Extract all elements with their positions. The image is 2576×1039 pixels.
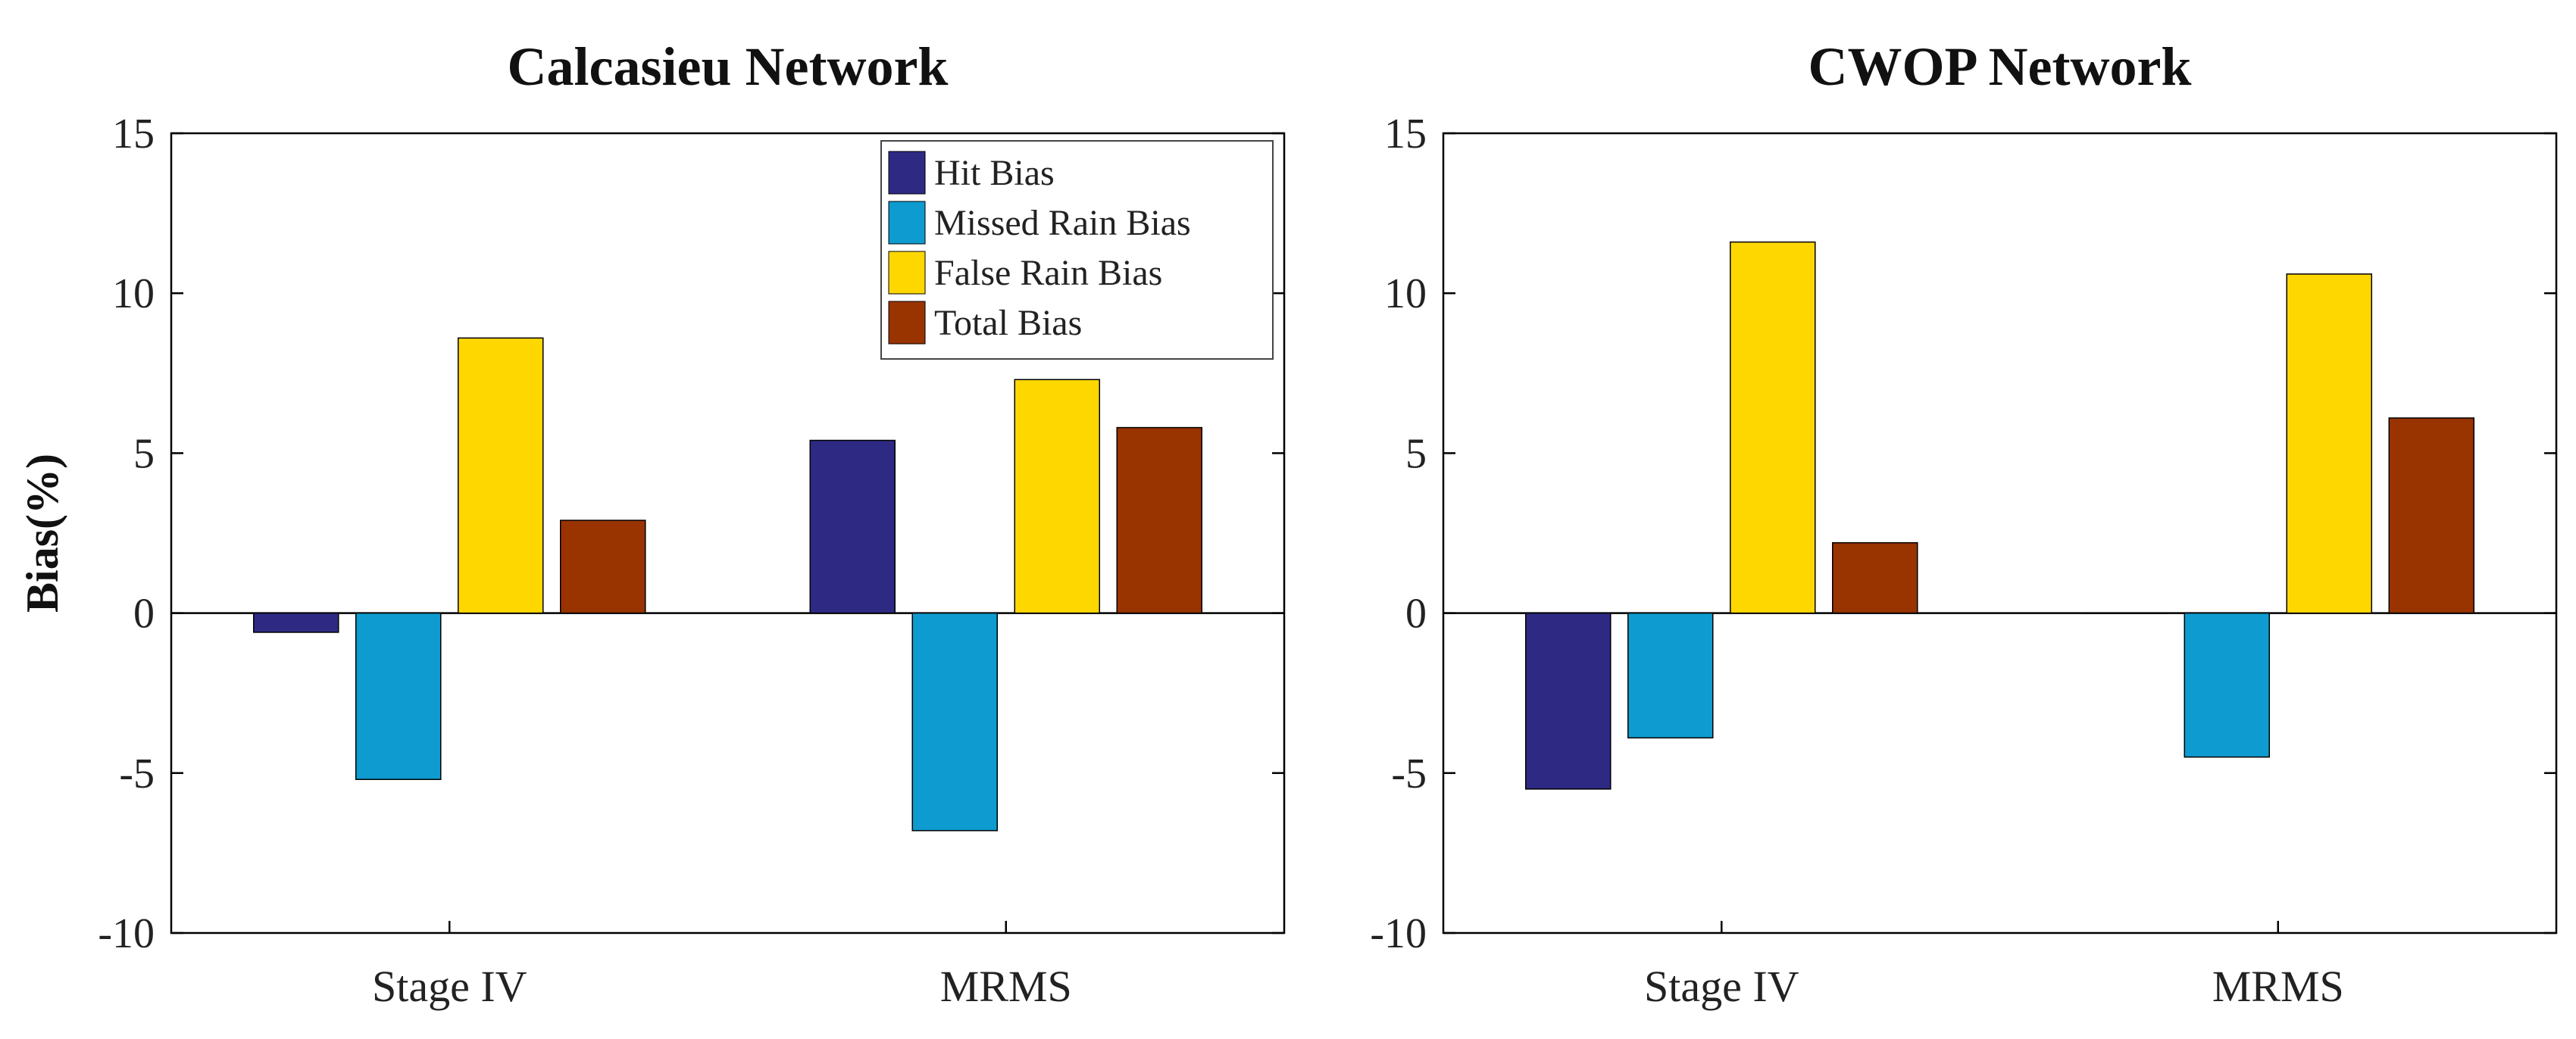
calcasieu-bar-false-1	[1014, 379, 1100, 614]
calcasieu-bar-hit-1	[809, 439, 896, 614]
cwop-ytick-label: -5	[1391, 750, 1427, 797]
calcasieu-bar-missed-1	[911, 612, 998, 832]
calcasieu-legend-label-missed: Missed Rain Bias	[934, 203, 1191, 243]
cwop-ytick-label: 0	[1405, 591, 1427, 638]
calcasieu-legend-swatch-false	[888, 251, 926, 295]
calcasieu-title: Calcasieu Network	[508, 36, 949, 97]
calcasieu-ytick-label: -10	[98, 910, 155, 957]
calcasieu-ytick-label: 15	[112, 111, 155, 158]
calcasieu-bar-false-0	[458, 337, 544, 614]
cwop-bar-false-1	[2286, 273, 2372, 614]
calcasieu-legend-label-hit: Hit Bias	[934, 153, 1055, 193]
cwop-ytick-label: 5	[1405, 430, 1427, 477]
cwop-ytick-label: 15	[1384, 111, 1427, 158]
calcasieu-legend-swatch-total	[888, 301, 926, 345]
calcasieu-bar-total-1	[1116, 426, 1202, 614]
cwop-category-label: Stage IV	[1644, 962, 1799, 1011]
calcasieu-legend-swatch-missed	[888, 201, 926, 245]
cwop-category-label: MRMS	[2212, 962, 2344, 1011]
calcasieu-legend-label-total: Total Bias	[934, 303, 1082, 343]
calcasieu-y-axis-label: Bias(%)	[17, 454, 67, 613]
cwop-axes-box	[1442, 132, 2558, 934]
calcasieu-legend	[880, 140, 1274, 360]
cwop-bar-hit-1	[2081, 612, 2168, 614]
cwop-ytick-label: -10	[1370, 910, 1427, 957]
calcasieu-ytick-label: -5	[119, 750, 155, 797]
cwop-chart: CWOP Network -10 -5 0 5 10 15 Stage IV MRMS	[1370, 36, 2558, 1011]
cwop-bar-total-1	[2388, 417, 2474, 614]
cwop-bar-total-0	[1832, 541, 1918, 614]
calcasieu-chart: Calcasieu Network Bias(%) -10 -5 0 5 10 15 Stage…	[17, 36, 1286, 1011]
cwop-bar-missed-0	[1627, 612, 1714, 739]
calcasieu-bar-missed-0	[355, 612, 442, 780]
cwop-bar-false-0	[1730, 241, 1816, 614]
cwop-bar-hit-0	[1525, 612, 1612, 790]
calcasieu-ytick-label: 10	[112, 270, 155, 317]
calcasieu-legend-swatch-hit	[888, 151, 926, 195]
calcasieu-category-label: Stage IV	[372, 962, 527, 1011]
calcasieu-category-label: MRMS	[940, 962, 1072, 1011]
calcasieu-ytick-label: 5	[133, 430, 155, 477]
calcasieu-bar-hit-0	[253, 612, 339, 633]
cwop-bar-missed-1	[2184, 612, 2270, 758]
cwop-ytick-label: 10	[1384, 270, 1427, 317]
cwop-title: CWOP Network	[1809, 36, 2192, 97]
calcasieu-axes-box	[170, 132, 1286, 934]
calcasieu-ytick-label: 0	[133, 591, 155, 638]
calcasieu-legend-label-false: False Rain Bias	[934, 253, 1162, 293]
calcasieu-bar-total-0	[560, 520, 646, 614]
